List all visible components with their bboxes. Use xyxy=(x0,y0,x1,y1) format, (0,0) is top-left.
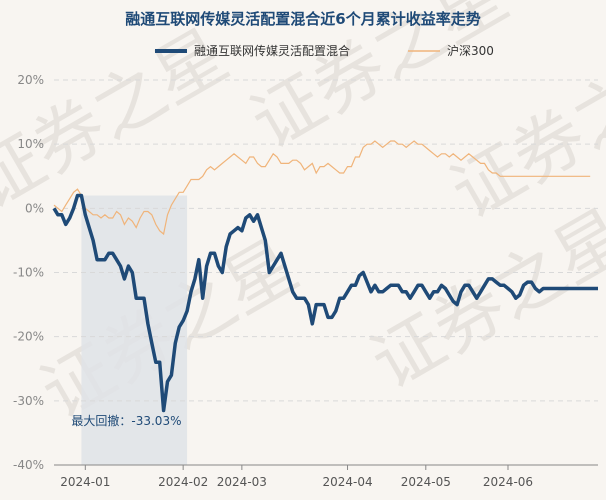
grid xyxy=(54,79,598,402)
y-tick-label: 0% xyxy=(25,201,44,215)
x-tick-label: 2024-05 xyxy=(401,475,451,489)
x-tick-label: 2024-06 xyxy=(483,475,533,489)
y-axis-ticks: 20% 10% 0% -10% -20% -30% -40% xyxy=(13,73,44,472)
x-axis-ticks: 2024-01 2024-02 2024-03 2024-04 2024-05 2024-… xyxy=(60,465,533,489)
y-tick-label: 10% xyxy=(17,137,44,151)
legend-fund-label: 融通互联网传媒灵活配置混合 xyxy=(194,43,350,58)
legend: 融通互联网传媒灵活配置混合 沪深300 xyxy=(155,43,494,58)
max-drawdown-area xyxy=(81,195,188,465)
chart-title: 融通互联网传媒灵活配置混合近6个月累计收益率走势 xyxy=(125,10,480,28)
y-tick-label: -40% xyxy=(13,458,44,472)
x-tick-label: 2024-03 xyxy=(217,475,267,489)
series-line-hs300 xyxy=(53,140,591,236)
x-tick-label: 2024-02 xyxy=(158,475,208,489)
series-line-fund xyxy=(52,193,598,413)
x-tick-label: 2024-04 xyxy=(322,475,372,489)
y-tick-label: 20% xyxy=(17,73,44,87)
x-tick-label: 2024-01 xyxy=(60,475,110,489)
y-tick-label: -20% xyxy=(13,330,44,344)
legend-index-label: 沪深300 xyxy=(447,44,494,58)
y-tick-label: -30% xyxy=(13,394,44,408)
max-drawdown-label: 最大回撤：-33.03% xyxy=(71,413,181,428)
y-tick-label: -10% xyxy=(13,266,44,280)
